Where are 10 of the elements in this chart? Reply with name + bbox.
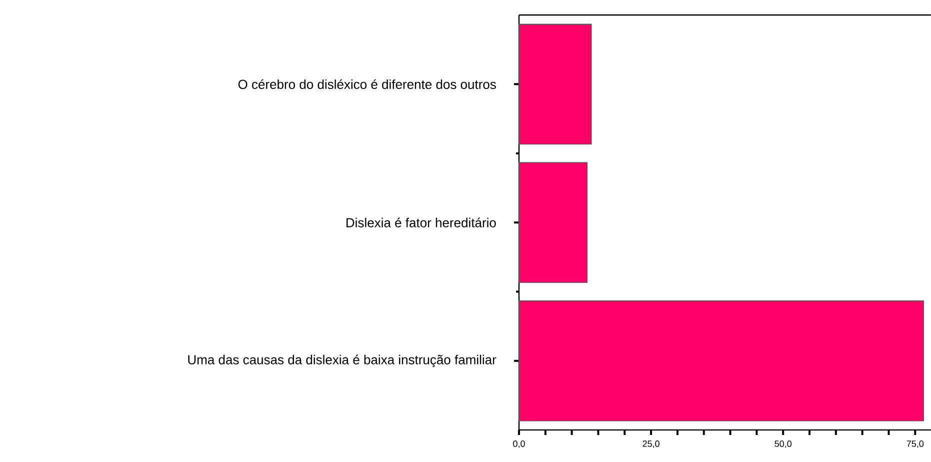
y-tick-label: Uma das causas da dislexia é baixa instrução familiar xyxy=(188,354,496,367)
bar xyxy=(518,24,592,145)
x-tick-label: 75,0 xyxy=(906,440,924,448)
y-tick-label: Dislexia é fator hereditário xyxy=(346,218,496,228)
bar xyxy=(518,162,588,283)
bar xyxy=(518,300,924,422)
y-tick-label: O cérebro do disléxico é diferente dos outros xyxy=(238,79,496,90)
x-tick-label: 0,0 xyxy=(513,440,525,448)
x-tick-label: 25,0 xyxy=(642,440,660,448)
x-tick-label: 50,0 xyxy=(774,440,792,448)
